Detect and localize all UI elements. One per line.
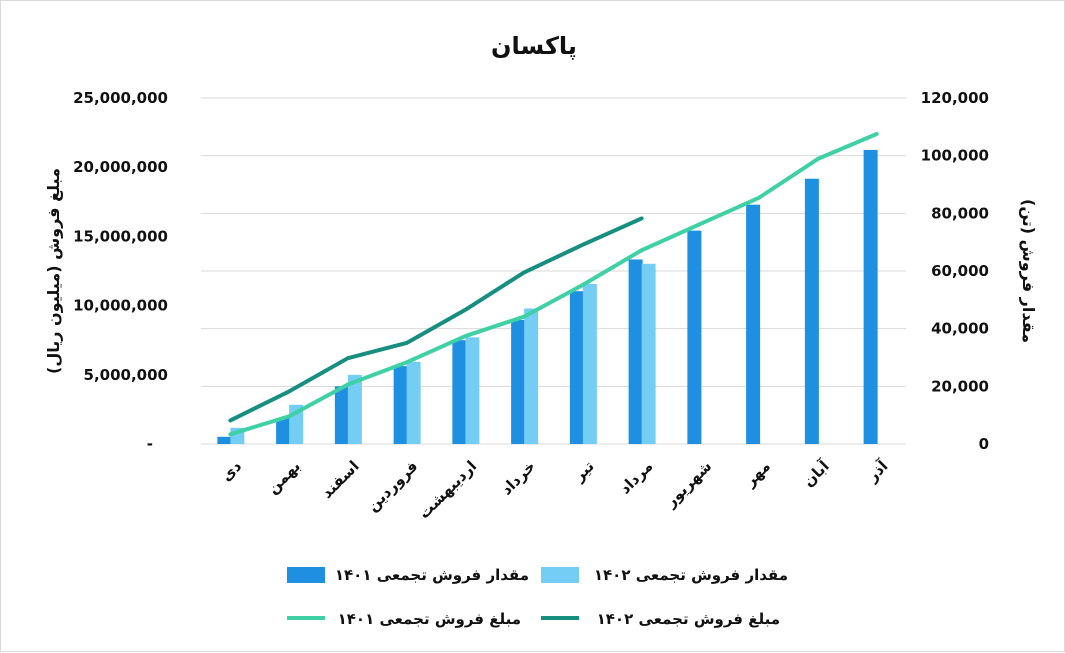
category-label: شهریور (661, 457, 715, 511)
right-axis-tick-label: 0 (979, 435, 989, 453)
left-axis-tick-label: 15,000,000 (73, 227, 168, 245)
bar (511, 320, 526, 444)
category-label: فروردین (364, 457, 422, 515)
bar (276, 418, 291, 444)
bar (334, 386, 349, 444)
series-line (228, 131, 879, 437)
left-axis-tick-label: 25,000,000 (73, 89, 168, 107)
right-axis-tick-label: 20,000 (931, 377, 989, 395)
bar (804, 178, 819, 444)
bar (641, 263, 656, 444)
bar (524, 308, 539, 444)
bar (582, 283, 597, 444)
legend-label-line-1401: مبلغ فروش تجمعی ۱۴۰۱ (338, 610, 521, 628)
right-axis-tick-label: 120,000 (921, 89, 989, 107)
category-label: آبان (799, 457, 833, 491)
right-axis-title: مقدار فروش (تن) (1019, 199, 1038, 343)
right-axis-ticks: 0 20,000 40,000 60,000 80,000 100,000 120,000 (921, 89, 989, 453)
category-label: آذر (863, 457, 892, 486)
bar (217, 436, 232, 444)
legend-swatch-bar-1402 (541, 567, 579, 583)
legend-label-bar-1402: مقدار فروش تجمعی ۱۴۰۲ (594, 566, 788, 584)
bar (863, 149, 878, 444)
left-axis-tick-label: 20,000,000 (73, 158, 168, 176)
category-label: تیر (569, 457, 597, 485)
series-line (228, 216, 644, 423)
left-axis-tick-label: 5,000,000 (84, 366, 168, 384)
right-axis-tick-label: 80,000 (931, 204, 989, 222)
legend-swatch-bar-1401 (287, 567, 325, 583)
bar (628, 259, 643, 444)
legend-item-bar-1401: مقدار فروش تجمعی ۱۴۰۱ (287, 566, 529, 584)
left-axis-tick-label: 10,000,000 (73, 297, 168, 315)
category-label: مرداد (616, 457, 656, 497)
bar (406, 361, 421, 444)
bar (393, 366, 408, 444)
legend-label-line-1402: مبلغ فروش تجمعی ۱۴۰۲ (597, 610, 780, 628)
category-label: اسفند (318, 457, 363, 502)
category-label: دی (217, 457, 245, 485)
bar (687, 230, 702, 444)
gridlines (201, 97, 906, 445)
legend-label-bar-1401: مقدار فروش تجمعی ۱۴۰۱ (335, 566, 529, 584)
left-axis-ticks: - 5,000,000 10,000,000 15,000,000 20,000,000… (73, 89, 168, 453)
legend-item-line-1402: مبلغ فروش تجمعی ۱۴۰۲ (541, 610, 780, 628)
bar (452, 340, 467, 444)
bar (746, 204, 761, 444)
category-label: خرداد (497, 457, 538, 498)
legend: مقدار فروش تجمعی ۱۴۰۱ مقدار فروش تجمعی ۱… (287, 566, 788, 628)
bar (347, 374, 362, 444)
series-lines (228, 131, 879, 437)
right-axis-tick-label: 40,000 (931, 320, 989, 338)
left-axis-title: مبلغ فروش (میلیون ریال) (44, 168, 63, 374)
left-axis-tick-label: - (147, 435, 153, 453)
bar (465, 337, 480, 444)
chart-title: پاکسان (491, 32, 577, 60)
bars (217, 149, 878, 444)
category-label: اردیبهشت (415, 457, 480, 522)
right-axis-tick-label: 60,000 (931, 262, 989, 280)
legend-item-bar-1402: مقدار فروش تجمعی ۱۴۰۲ (541, 566, 788, 584)
bar (569, 291, 584, 444)
legend-item-line-1401: مبلغ فروش تجمعی ۱۴۰۱ (287, 610, 521, 628)
category-label: بهمن (264, 457, 304, 497)
category-label: مهر (740, 457, 774, 491)
right-axis-tick-label: 100,000 (921, 147, 989, 165)
